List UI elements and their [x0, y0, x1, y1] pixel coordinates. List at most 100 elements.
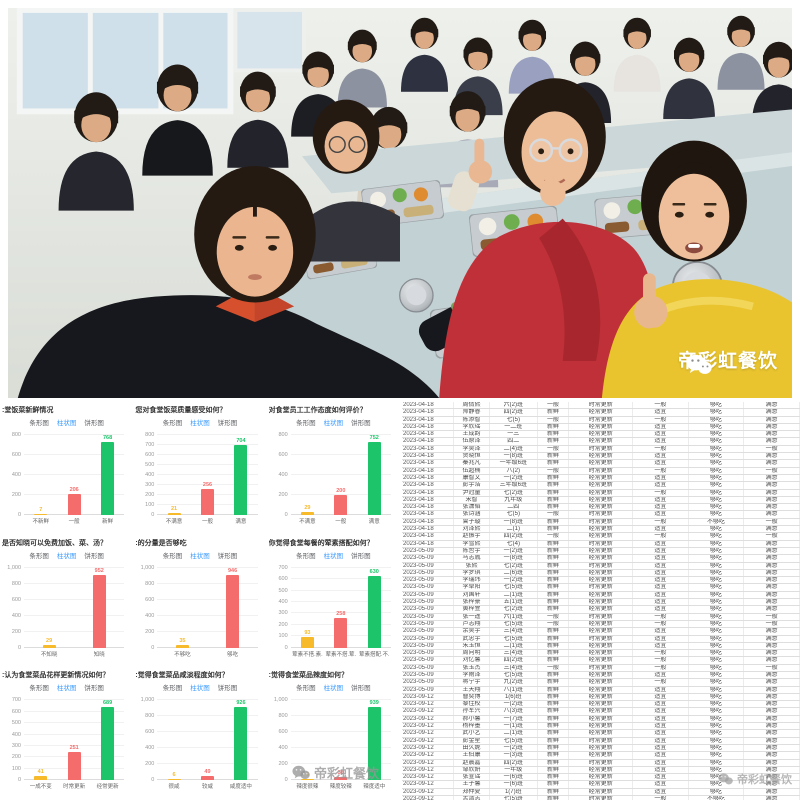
table-cell: 够吃 [688, 744, 745, 753]
chart-type-tabs: 条形图 柱状图 饼形图 [269, 416, 398, 428]
table-cell: 新鲜 [537, 605, 570, 614]
tab-column-chart[interactable]: 柱状图 [56, 552, 77, 560]
tab-column-chart[interactable]: 柱状图 [190, 420, 210, 427]
table-row: 2023-09-12 田久妮 一(2)班 新鲜 经常更新 适宜 够吃 满意 [402, 744, 800, 753]
table-cell: 张宣谣 [453, 773, 490, 782]
table-cell: 适宜 [632, 751, 689, 760]
table-cell: 够吃 [688, 489, 745, 497]
y-axis-tick: 600 [145, 596, 155, 603]
table-cell: 2023-09-12 [402, 751, 455, 760]
bars: 29 200 752 [291, 435, 391, 515]
tab-bar-chart[interactable]: 条形图 [29, 552, 49, 560]
tab-bar-chart[interactable]: 条形图 [296, 685, 316, 693]
y-axis-tick: 600 [11, 596, 21, 603]
table-cell: 满意 [743, 430, 800, 439]
table-cell: 五(1)班 [489, 598, 538, 607]
table-cell: 一般 [537, 664, 570, 673]
table-cell: 满意 [743, 686, 800, 694]
tab-bar-chart[interactable]: 条形图 [29, 685, 49, 693]
tab-pie-chart[interactable]: 饼形图 [351, 552, 371, 560]
table-cell: 卢志翔 [453, 620, 490, 629]
table-row: 2023-04-18 李欣瑶 一二班 新鲜 经常更新 适宜 够吃 满意 [402, 423, 800, 432]
tab-pie-chart[interactable]: 饼形图 [84, 552, 104, 560]
tab-pie-chart[interactable]: 饼形图 [351, 685, 371, 693]
table-row: 2023-09-12 孙军兴 八(3)班 新鲜 经常更新 适宜 够吃 满意 [402, 707, 800, 716]
y-axis-tick: 500 [278, 587, 288, 594]
tab-pie-chart[interactable]: 饼形图 [351, 420, 371, 427]
table-cell: 适宜 [632, 481, 689, 490]
tab-column-chart[interactable]: 柱状图 [190, 685, 210, 693]
table-cell: 适宜 [632, 671, 689, 680]
table-cell: 经常更新 [568, 437, 634, 446]
table-cell: 七(5) [489, 510, 538, 519]
table-cell: 经常更新 [568, 729, 634, 738]
tab-pie-chart[interactable]: 饼形图 [217, 552, 238, 560]
tab-bar-chart[interactable]: 条形图 [162, 685, 183, 693]
gridline [290, 715, 391, 717]
gridline [290, 763, 391, 765]
table-cell: 新鲜 [537, 635, 570, 643]
y-axis-tick: 700 [278, 564, 288, 571]
tab-pie-chart[interactable]: 饼形图 [217, 420, 238, 427]
table-cell: 经常更新 [568, 554, 634, 563]
table-cell: 2023-04-18 [402, 459, 455, 468]
table-cell: 满意 [743, 693, 800, 702]
bar [226, 574, 240, 648]
table-cell: 一年级6班 [489, 459, 538, 468]
chart-title: 是否知晓可以免费加饭、菜、汤？ [2, 539, 107, 547]
tab-bar-chart[interactable]: 条形图 [162, 420, 183, 427]
y-axis-tick: 200 [278, 492, 288, 498]
table-cell: 新鲜 [537, 759, 570, 767]
table-cell: 时常更新 [568, 518, 634, 527]
table-cell: 2023-09-12 [402, 795, 455, 800]
y-axis-tick: 500 [11, 720, 21, 727]
bar-value-label: 939 [369, 700, 379, 707]
table-cell: 够吃 [688, 686, 745, 694]
tab-pie-chart[interactable]: 饼形图 [217, 685, 238, 693]
table-cell: 新鲜 [537, 671, 570, 680]
gridline [290, 566, 391, 568]
table-cell: 2023-09-12 [402, 737, 455, 745]
tab-column-chart[interactable]: 柱状图 [56, 685, 77, 693]
tab-pie-chart[interactable]: 饼形图 [84, 420, 104, 427]
tab-column-chart[interactable]: 柱状图 [323, 685, 344, 693]
table-cell: 二(6)班 [489, 569, 538, 578]
bar-value-label: 704 [236, 437, 246, 444]
table-cell: 2023-09-12 [402, 766, 455, 775]
table-cell: 经常更新 [568, 474, 634, 483]
tab-column-chart[interactable]: 柱状图 [323, 420, 344, 427]
table-cell: 够吃 [688, 540, 745, 548]
tab-column-chart[interactable]: 柱状图 [190, 552, 210, 560]
y-axis-tick: 400 [145, 472, 155, 478]
table-row: 2023-05-09 陈哲宇 一(2)班 新鲜 经常更新 适宜 够吃 满意 [402, 547, 800, 556]
table-cell: 够吃 [688, 445, 745, 454]
table-cell: 经常更新 [568, 671, 634, 680]
table-cell: 一般 [632, 518, 689, 527]
tab-column-chart[interactable]: 柱状图 [56, 420, 77, 427]
table-cell: 经常更新 [568, 569, 634, 578]
table-cell: 四(2)班 [489, 759, 538, 767]
table-row: 2023-05-09 马志胤 一(8)班 新鲜 经常更新 适宜 够吃 满意 [402, 554, 800, 563]
tab-bar-chart[interactable]: 条形图 [296, 552, 316, 560]
bar [200, 489, 214, 515]
table-cell: 马志胤 [453, 554, 490, 563]
table-cell: 一(2)班 [489, 700, 538, 709]
gridline [290, 589, 391, 591]
tab-pie-chart[interactable]: 饼形图 [84, 685, 104, 693]
tab-bar-chart[interactable]: 条形图 [296, 420, 316, 427]
table-cell: 不够吃 [688, 795, 745, 800]
bars: 21 256 704 [157, 435, 257, 515]
table-cell: 帅静睿 [453, 408, 490, 417]
tab-bar-chart[interactable]: 条形图 [162, 552, 183, 560]
table-row: 2023-05-09 蒋宁宇 九(2)班 新鲜 经常更新 一般 够吃 满意 [402, 678, 800, 687]
tab-column-chart[interactable]: 柱状图 [323, 552, 344, 560]
table-cell: 新鲜 [537, 707, 570, 716]
x-axis-tick: 不新鲜 [32, 519, 49, 525]
tab-bar-chart[interactable]: 条形图 [29, 420, 49, 427]
table-cell: 满意 [743, 795, 800, 800]
table-cell: 一(8)班 [489, 452, 538, 461]
table-cell: 刘忆馨 [453, 656, 490, 665]
table-cell: 时常更新 [568, 583, 634, 592]
table-cell: 够吃 [688, 591, 745, 600]
bar-value-label: 41 [37, 768, 44, 775]
